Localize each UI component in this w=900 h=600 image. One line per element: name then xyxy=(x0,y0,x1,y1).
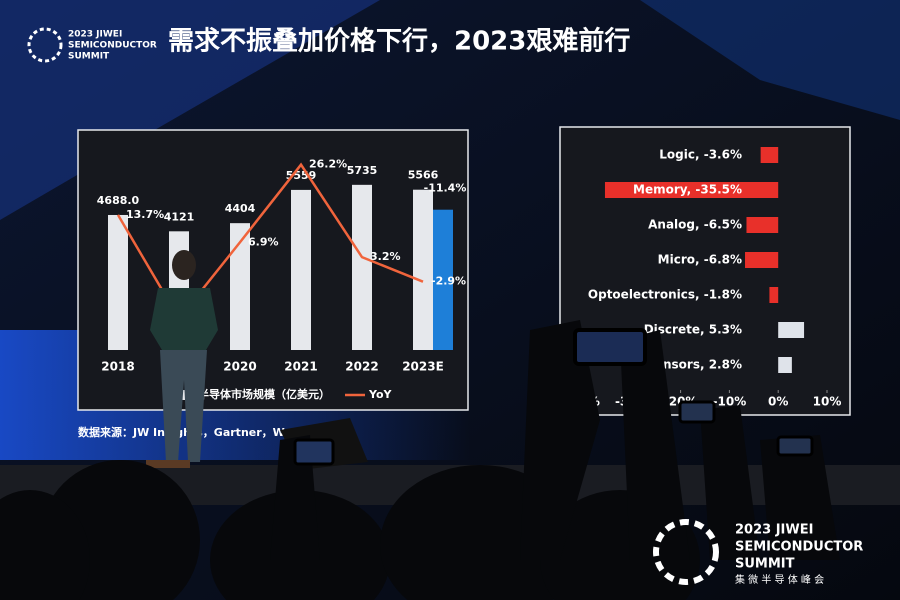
bar xyxy=(745,252,779,268)
logo-top: 2023 JIWEI SEMICONDUCTOR SUMMIT xyxy=(27,27,157,63)
forecast-bar xyxy=(433,209,453,350)
yoy-label: 26.2% xyxy=(309,158,347,171)
bar xyxy=(778,357,792,373)
x-tick-label: 0% xyxy=(768,395,788,409)
logo-text: SEMICONDUCTOR xyxy=(735,540,863,555)
raised-arm xyxy=(760,435,840,560)
raised-arm xyxy=(270,435,320,560)
bar xyxy=(108,214,128,350)
phone xyxy=(678,400,716,424)
silhouette xyxy=(0,490,90,600)
x-tick-label: 2018 xyxy=(101,360,134,374)
yoy-label: -2.9% xyxy=(431,275,466,288)
yoy-label: 6.9% xyxy=(248,235,279,248)
raised-arm xyxy=(700,405,760,560)
bar xyxy=(230,223,250,350)
phone xyxy=(293,438,335,466)
yoy-label: 13.7% xyxy=(126,208,164,221)
bar-label: Logic, -3.6% xyxy=(659,148,742,162)
phone xyxy=(573,328,647,366)
bar-label: Micro, -6.8% xyxy=(658,253,742,267)
bar-label: Discrete, 5.3% xyxy=(644,323,742,337)
bar-label: Optoelectronics, -1.8% xyxy=(588,288,742,302)
right-chart: -40%-30%-20%-10%0%10%Logic, -3.6%Memory,… xyxy=(566,147,841,409)
logo-bottom: 2023 JIWEI SEMICONDUCTOR SUMMIT 集 微 半 导 … xyxy=(653,519,863,586)
bar-label: 4688.0 xyxy=(97,194,140,207)
yoy-label: 3.2% xyxy=(370,250,401,263)
shirt xyxy=(150,288,218,350)
bar-label: 4121 xyxy=(164,210,195,223)
stage-light xyxy=(0,0,380,220)
logo-text: 集 微 半 导 体 峰 会 xyxy=(735,573,824,586)
bar xyxy=(778,322,805,338)
logo-text: 2023 JIWEI xyxy=(735,523,813,538)
shoes xyxy=(146,460,190,468)
bar xyxy=(604,182,779,198)
head xyxy=(172,250,196,280)
audience xyxy=(0,320,840,600)
x-tick-label: 2020 xyxy=(223,360,256,374)
bar xyxy=(352,184,372,350)
x-tick-label: 10% xyxy=(813,395,842,409)
bar-label: Memory, -35.5% xyxy=(633,183,742,197)
legend-label: YoY xyxy=(368,388,393,401)
left-chart-frame xyxy=(77,129,469,411)
bar-label: 5735 xyxy=(347,164,378,177)
slide-title: 需求不振叠加价格下行，2023艰难前行 xyxy=(168,26,630,57)
x-tick-label: 2022 xyxy=(345,360,378,374)
stage-light xyxy=(640,0,900,120)
right-chart-frame xyxy=(559,126,851,416)
bar-label: Sensors, 2.8% xyxy=(646,358,742,372)
logo-mark xyxy=(27,27,63,63)
raised-arm xyxy=(520,320,600,560)
bar-label: Analog, -6.5% xyxy=(648,218,742,232)
bar xyxy=(769,287,779,303)
annotation: -11.4% xyxy=(424,182,467,195)
bar xyxy=(413,189,433,350)
bar xyxy=(760,147,779,163)
bar-label: 5559 xyxy=(286,169,317,182)
logo-text: 2023 JIWEI xyxy=(68,30,122,40)
logo-text: SUMMIT xyxy=(735,557,795,572)
bar xyxy=(746,217,779,233)
raised-arm xyxy=(620,330,690,560)
source-note: 数据来源：JW Insights，Gartner，W xyxy=(78,425,285,439)
bar xyxy=(291,189,311,350)
logo-mark xyxy=(653,519,719,585)
phone xyxy=(776,435,814,457)
logo-text: SUMMIT xyxy=(68,52,110,62)
bar-label: 5566 xyxy=(408,169,439,182)
x-tick-label: -10% xyxy=(713,395,747,409)
presenter xyxy=(146,250,218,468)
logo-text: SEMICONDUCTOR xyxy=(68,41,157,51)
x-tick-label: 2023E xyxy=(402,360,444,374)
bar-label: 4404 xyxy=(225,202,256,215)
trousers xyxy=(160,350,207,462)
legend-label: 半导体市场规模（亿美元） xyxy=(198,387,330,401)
x-tick-label: 2021 xyxy=(284,360,317,374)
